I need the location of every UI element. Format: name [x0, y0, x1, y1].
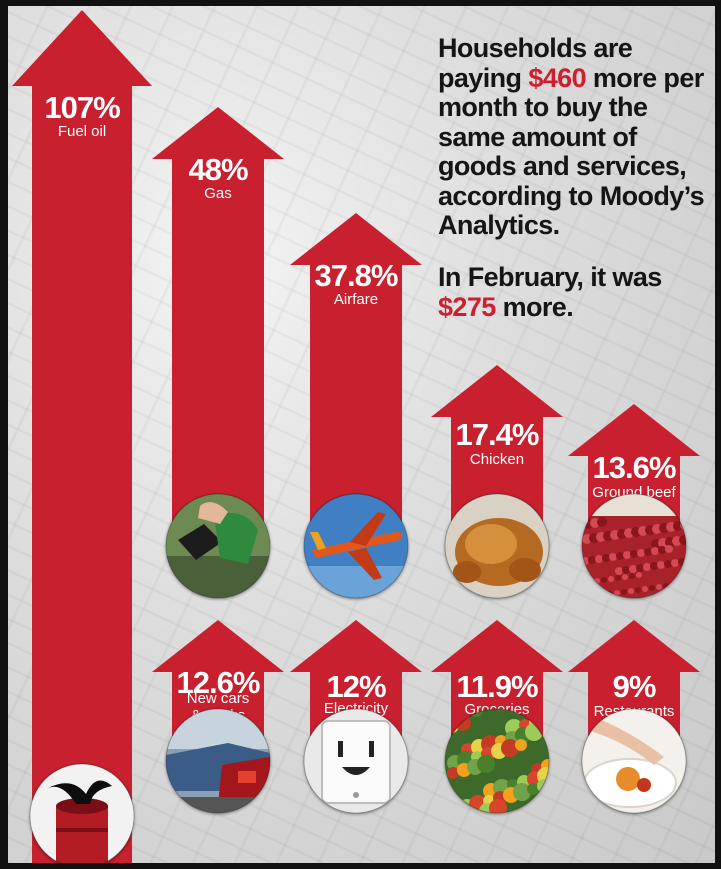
gas-pump-icon: [165, 493, 271, 599]
february-text-after: more.: [495, 291, 574, 322]
value-label-airfare: 37.8%: [315, 258, 398, 293]
bar-chicken: [431, 365, 563, 546]
infographic: 107% Fuel oil 48% Gas 37.8% Airfare 17.4% Chick…: [8, 6, 715, 863]
value-label-fuel-oil: 107%: [44, 90, 120, 125]
arrow-groceries: 11.9%Groceries: [431, 620, 563, 814]
category-label-gas: Gas: [204, 185, 232, 202]
arrow-gas: 48%Gas: [152, 107, 284, 599]
headline-text-before: Households are paying: [438, 33, 633, 93]
electrical-outlet-icon: [303, 708, 409, 814]
headline-amount: $460: [528, 62, 586, 93]
oil-barrel-icon: [29, 763, 135, 863]
value-label-ground-beef: 13.6%: [593, 450, 676, 485]
category-label-chicken: Chicken: [470, 451, 524, 468]
roast-chicken-icon: [444, 493, 550, 599]
value-label-gas: 48%: [188, 152, 247, 187]
value-label-restaurants: 9%: [613, 669, 656, 704]
arrow-chicken: 17.4%Chicken: [431, 365, 563, 599]
value-label-new-cars-trucks: 12.6%: [177, 665, 260, 700]
arrow-fuel-oil: 107%Fuel oil: [12, 10, 152, 863]
headline-text-after: more per month to buy the same amount of…: [438, 62, 705, 240]
value-label-chicken: 17.4%: [456, 417, 539, 452]
february-amount: $275: [438, 291, 496, 322]
airplane-icon: [303, 493, 409, 599]
headline: Households are paying $460 more per mont…: [438, 33, 708, 241]
arrow-electricity: 12%Electricity: [290, 620, 422, 814]
car-icon: [165, 708, 271, 814]
february-note: In February, it was $275 more.: [438, 262, 708, 322]
value-label-electricity: 12%: [326, 669, 385, 704]
price-increase-chart: 107%Fuel oil48%Gas37.8%Airfare17.4%Chick…: [12, 10, 700, 863]
february-text-before: In February, it was: [438, 262, 662, 292]
category-label-airfare: Airfare: [334, 291, 378, 308]
bar-gas: [152, 107, 284, 546]
value-label-groceries: 11.9%: [456, 669, 538, 704]
arrow-new-cars-trucks: 12.6%New cars& trucks: [152, 620, 284, 814]
bar-fuel-oil: [12, 10, 152, 863]
arrow-airfare: 37.8%Airfare: [290, 213, 422, 599]
category-label-new-cars-trucks: New cars: [187, 690, 250, 707]
arrow-restaurants: 9%Restaurants: [568, 620, 700, 814]
category-label-ground-beef: Ground beef: [592, 484, 676, 501]
category-label-fuel-oil: Fuel oil: [58, 123, 106, 140]
bar-airfare: [290, 213, 422, 546]
arrow-ground-beef: 13.6%Ground beef: [568, 404, 700, 599]
plated-dish-icon: [581, 708, 687, 814]
